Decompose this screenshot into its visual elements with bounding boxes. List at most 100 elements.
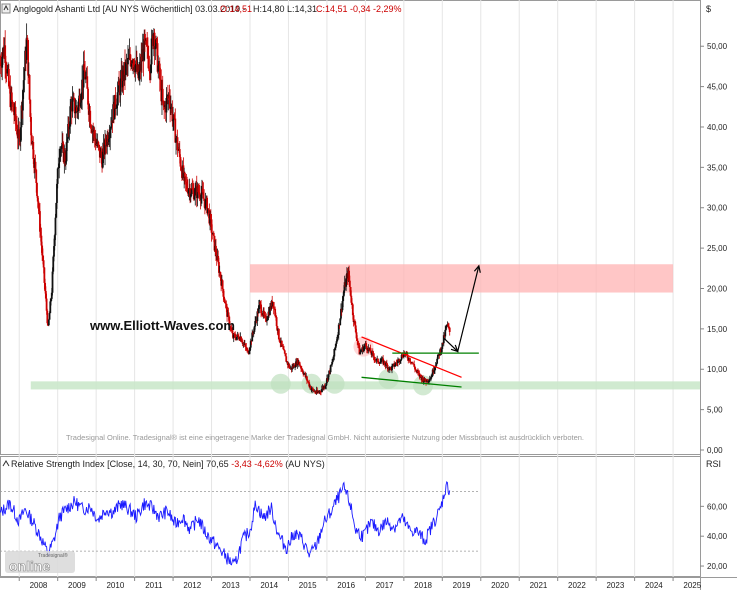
candle-body-128: [93, 130, 96, 138]
candle-body-100: [73, 97, 75, 99]
x-tick-label-2023: 2023: [606, 581, 624, 590]
candle-body-270: [198, 192, 201, 198]
candle-body-231: [169, 107, 172, 110]
rsi-axis-label: RSI: [706, 459, 721, 469]
candle-body-464: [342, 295, 345, 302]
candle-body-150: [110, 126, 112, 130]
candle-body-31: [22, 90, 24, 111]
candle-body-255: [187, 190, 190, 194]
candle-body-63: [45, 298, 48, 311]
candle-body-361: [266, 319, 268, 322]
rsi-header: Relative Strength Index [Close, 14, 30, …: [2, 459, 721, 469]
candle-body-106: [77, 101, 80, 112]
rsi-indicator-icon: [2, 460, 10, 467]
candlestick-series: [0, 23, 451, 396]
candle-body-104: [76, 107, 78, 112]
candle-body-317: [233, 334, 236, 336]
pivot-circle-2: [324, 373, 345, 394]
y-tick-label-10,00: 10,00: [707, 365, 728, 374]
candle-body-12: [7, 69, 10, 87]
candle-body-243: [178, 149, 181, 158]
candle-body-332: [244, 344, 247, 347]
candle-body-123: [90, 126, 92, 129]
candle-body-560: [413, 364, 416, 367]
candle-body-83: [60, 148, 63, 150]
candle-body-70: [50, 292, 53, 299]
candle-body-429: [316, 390, 319, 393]
candle-body-543: [400, 354, 403, 360]
candle-body-22: [15, 119, 18, 126]
candle-body-262: [192, 189, 195, 200]
y-tick-label-45,00: 45,00: [707, 83, 728, 92]
candle-body-302: [222, 289, 225, 297]
candle-body-188: [138, 71, 140, 79]
candle-body-55: [39, 231, 42, 236]
candle-body-237: [174, 118, 177, 143]
candle-body-421: [310, 389, 313, 391]
candle-body-213: [156, 43, 159, 72]
candle-body-424: [312, 389, 315, 392]
x-tick-label-2012: 2012: [183, 581, 201, 590]
candle-body-116: [84, 77, 87, 79]
candle-body-280: [206, 197, 209, 214]
candle-body-57: [41, 245, 44, 256]
close-change-values: C:14,51 -0,34 -2,29%: [316, 4, 402, 14]
candle-body-480: [354, 321, 356, 326]
logo-small-text: Tradesignal®: [38, 552, 68, 559]
candle-body-85: [61, 142, 64, 144]
x-tick-label-2013: 2013: [222, 581, 240, 590]
candle-body-209: [153, 32, 156, 50]
candle-body-322: [237, 334, 240, 337]
candle-body-134: [98, 145, 101, 147]
candle-body-137: [100, 151, 103, 158]
candle-body-418: [308, 382, 311, 387]
candle-body-587: [433, 370, 436, 373]
candle-body-191: [140, 56, 143, 71]
candle-body-7: [4, 45, 7, 63]
candle-body-176: [129, 54, 132, 61]
candle-body-399: [294, 366, 297, 368]
x-tick-label-2020: 2020: [491, 581, 509, 590]
x-tick-label-2015: 2015: [299, 581, 317, 590]
candle-body-535: [394, 362, 397, 366]
candle-body-202: [148, 68, 151, 70]
candle-body-314: [231, 330, 234, 334]
candle-body-80: [58, 157, 61, 169]
candle-body-408: [300, 368, 303, 370]
zones-layer: [30, 264, 701, 396]
annotation-layer: [361, 264, 481, 388]
candle-body-597: [440, 348, 443, 353]
candle-body-187: [137, 65, 140, 79]
candle-body-357: [263, 310, 265, 315]
candle-body-241: [177, 150, 180, 152]
candle-body-245: [180, 166, 183, 171]
tradesignal-logo: Tradesignal® online: [5, 551, 75, 574]
candle-body-90: [65, 142, 68, 162]
candle-body-433: [319, 390, 322, 392]
projection-arrow-head-down: [450, 344, 459, 353]
candle-body-455: [335, 341, 338, 344]
header-bar: Anglogold Ashanti Ltd [AU NYS Wöchentlic…: [1, 3, 402, 14]
candle-body-181: [132, 60, 135, 68]
candle-body-398: [293, 364, 296, 368]
candle-body-320: [235, 337, 238, 340]
collapse-icon[interactable]: [1, 3, 11, 14]
candle-body-88: [64, 152, 66, 163]
candle-body-41: [29, 99, 32, 117]
candle-body-583: [430, 376, 433, 379]
candle-body-345: [254, 321, 257, 327]
x-tick-label-2021: 2021: [530, 581, 548, 590]
candle-body-453: [334, 347, 336, 350]
candle-body-475: [350, 295, 353, 303]
candle-body-201: [147, 57, 150, 69]
candle-body-148: [108, 137, 111, 139]
candle-body-534: [394, 365, 396, 367]
candle-body-214: [157, 65, 160, 72]
resistance-zone: [250, 264, 674, 293]
candle-body-3: [1, 56, 4, 68]
price-axis: 0,00 5,00 10,00 15,00 20,00 25,00 30,00 35,00 40…: [700, 42, 728, 455]
candle-body-495: [365, 343, 368, 347]
candle-body-146: [107, 135, 109, 142]
candle-body-348: [256, 311, 259, 322]
